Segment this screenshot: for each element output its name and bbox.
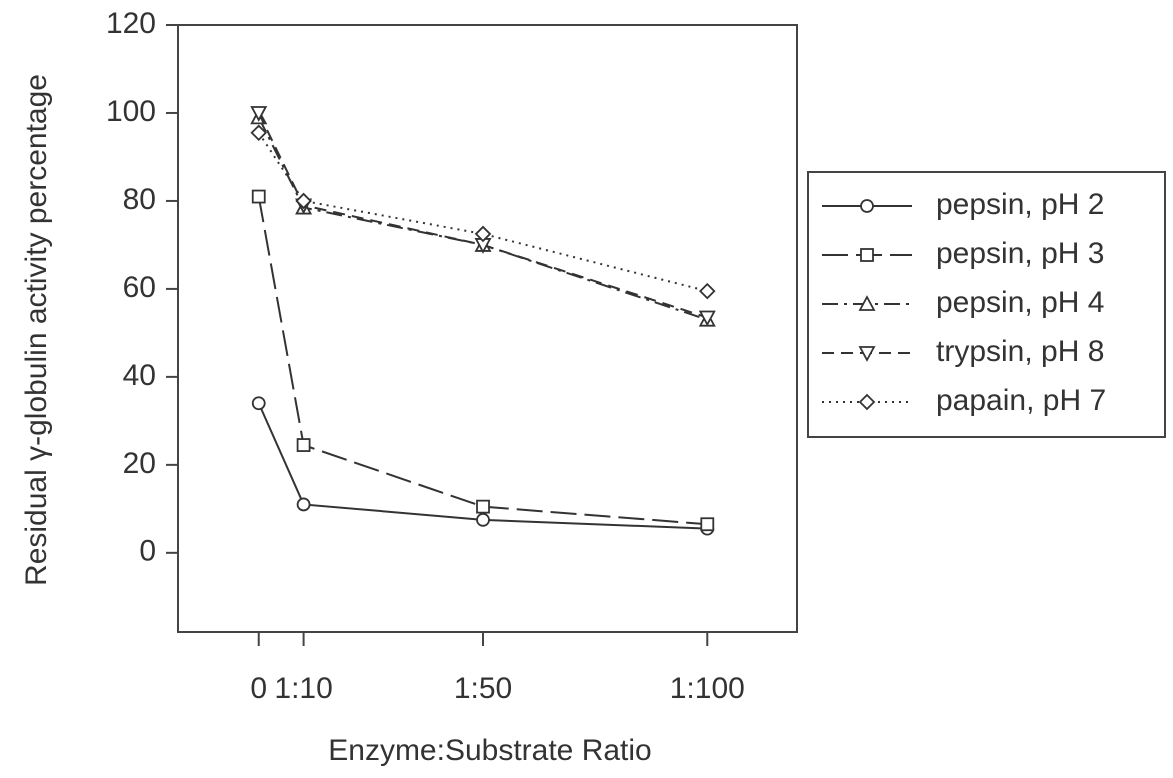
series-line [257,112,708,319]
series-line [257,116,708,321]
data-point [699,282,716,300]
x-tick-label: 1:10 [274,672,332,705]
x-tick-label: 0 [250,672,267,705]
legend-marker [860,248,874,262]
legend-marker [860,199,874,213]
legend-marker [858,393,876,411]
y-tick-label: 0 [139,535,156,568]
x-tick-label: 1:50 [454,672,512,705]
data-point [250,124,268,142]
x-axis-label: Enzyme:Substrate Ratio [328,734,651,767]
x-tick-label: 1:100 [670,672,745,705]
y-tick-label: 120 [106,7,156,40]
y-axis-label: Residual γ-globulin activity percentage [20,74,53,586]
data-point [698,310,716,327]
legend-label: papain, pH 7 [936,384,1106,417]
legend-marker [858,295,876,311]
data-point [474,225,492,243]
series-line [257,402,708,530]
y-tick-label: 80 [123,183,156,216]
data-point [476,499,490,514]
legend-marker [858,346,876,362]
data-point [296,497,311,512]
series-line [257,196,708,526]
y-tick-label: 60 [123,271,156,304]
data-point [295,192,312,210]
data-point [700,517,715,532]
legend-label: pepsin, pH 4 [936,286,1104,319]
legend-label: pepsin, pH 2 [936,188,1104,221]
data-point [296,438,311,452]
y-tick-label: 40 [123,359,156,392]
series-line [257,132,708,293]
y-tick-label: 100 [106,95,156,128]
data-point [476,512,490,527]
data-point [250,106,268,122]
data-point [251,396,266,411]
legend-label: trypsin, pH 8 [936,335,1104,368]
data-point [251,189,266,204]
y-tick-label: 20 [123,447,156,480]
legend-label: pepsin, pH 3 [936,237,1104,270]
plot-frame [177,24,798,633]
